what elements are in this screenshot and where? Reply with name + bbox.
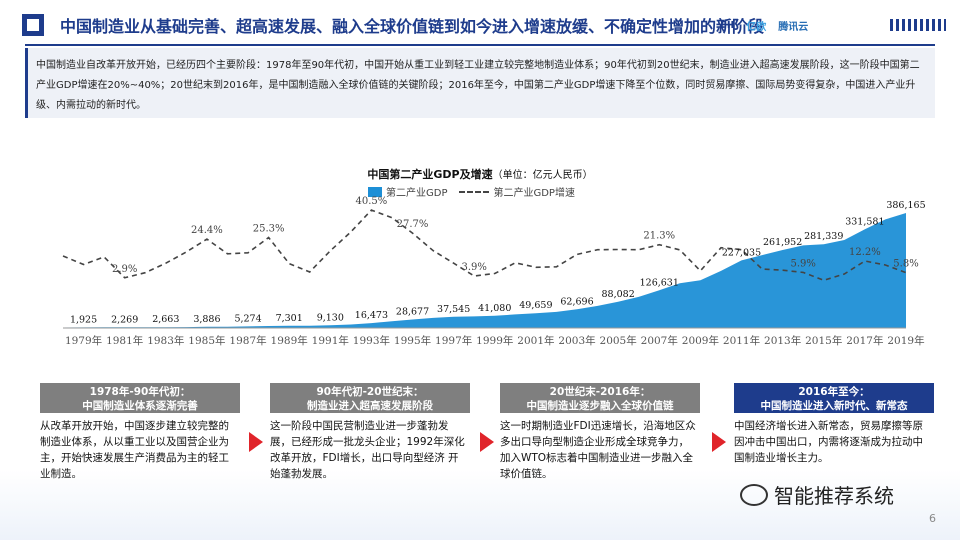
x-tick-label: 2019年 <box>887 334 924 347</box>
stage-2-heading: 90年代初-20世纪末： 制造业进入超高速发展阶段 <box>270 383 470 413</box>
arrow-right-icon <box>480 432 494 452</box>
gdp-data-label: 3,886 <box>193 314 220 325</box>
watermark-text: 智能推荐系统 <box>774 484 894 508</box>
x-tick-label: 1995年 <box>394 334 431 347</box>
stage-4-body: 中国经济增长进入新常态，贸易摩擦等原因冲击中国出口，内需将逐渐成为拉动中国制造业… <box>734 420 923 464</box>
growth-data-label: 25.3% <box>253 223 285 234</box>
yiou-logo: 亿欧 <box>746 22 767 33</box>
growth-data-label: 21.3% <box>643 231 675 242</box>
gdp-data-label: 7,301 <box>276 313 303 324</box>
gdp-data-label: 41,080 <box>478 303 511 314</box>
x-tick-label: 1985年 <box>188 334 225 347</box>
title-divider <box>25 44 935 46</box>
decorative-stripes <box>890 19 946 31</box>
title-square-icon <box>22 14 44 36</box>
gdp-data-label: 386,165 <box>886 200 925 211</box>
x-tick-label: 1989年 <box>271 334 308 347</box>
chart-title-text: 中国第二产业GDP及增速 <box>367 168 493 181</box>
stage-3-heading: 20世纪末-2016年： 中国制造业逐步融入全球价值链 <box>500 383 700 413</box>
legend-growth-label: 第二产业GDP增速 <box>493 188 575 199</box>
gdp-data-label: 5,274 <box>234 313 261 324</box>
growth-data-label: 24.4% <box>191 225 223 236</box>
x-tick-label: 2007年 <box>641 334 678 347</box>
gdp-data-label: 1,925 <box>70 314 97 325</box>
x-tick-label: 2001年 <box>517 334 554 347</box>
gdp-chart: 1979年 1981年 1983年 1985年 1987年 1989年 1991年 1993年… <box>62 196 926 347</box>
gdp-data-label: 331,581 <box>845 216 884 227</box>
stage-2: 90年代初-20世纪末： 制造业进入超高速发展阶段 这一阶段中国民营制造业进一步… <box>270 383 470 482</box>
x-tick-label: 2005年 <box>600 334 637 347</box>
growth-data-label: 5.9% <box>790 258 815 269</box>
growth-data-label: 3.9% <box>462 262 487 273</box>
stage-4-heading: 2016年至今： 中国制造业进入新时代、新常态 <box>734 383 934 413</box>
stage-2-body: 这一阶段中国民营制造业进一步蓬勃发展，已经形成一批龙头企业；1992年深化 改革… <box>270 420 465 480</box>
growth-data-label: 12.2% <box>849 247 881 258</box>
arrow-right-icon <box>249 432 263 452</box>
gdp-data-label: 9,130 <box>317 312 344 323</box>
growth-data-label: 40.5% <box>356 196 388 207</box>
chart-legend: 第二产业GDP 第二产业GDP增速 <box>368 184 575 199</box>
x-tick-label: 2015年 <box>805 334 842 347</box>
growth-line <box>62 209 907 282</box>
x-tick-label: 2003年 <box>558 334 595 347</box>
x-tick-label: 1981年 <box>106 334 143 347</box>
stage-4: 2016年至今： 中国制造业进入新时代、新常态 中国经济增长进入新常态，贸易摩擦… <box>734 383 934 466</box>
x-tick-label: 2013年 <box>764 334 801 347</box>
gdp-data-label: 2,663 <box>152 314 179 325</box>
growth-data-label: 5.8% <box>893 259 918 270</box>
page-title: 中国制造业从基础完善、超高速发展、融入全球价值链到如今进入增速放缓、不确定性增加… <box>60 17 765 36</box>
page-number: 6 <box>929 512 936 525</box>
gdp-data-label: 28,677 <box>396 306 429 317</box>
skyline-background <box>0 470 960 540</box>
arrow-right-icon <box>712 432 726 452</box>
gdp-data-label: 261,952 <box>763 237 802 248</box>
x-tick-label: 2009年 <box>682 334 719 347</box>
watermark: 智能推荐系统 <box>740 480 894 509</box>
x-tick-label: 1999年 <box>476 334 513 347</box>
growth-data-label: 27.7% <box>397 219 429 230</box>
gdp-area <box>63 213 906 328</box>
gdp-data-label: 16,473 <box>355 310 388 321</box>
partner-logos: FII 亿欧 腾讯云 <box>720 18 808 33</box>
x-tick-label: 1979年 <box>65 334 102 347</box>
stage-1-heading: 1978年-90年代初： 中国制造业体系逐渐完善 <box>40 383 240 413</box>
gdp-data-label: 227,035 <box>722 247 761 258</box>
header: 中国制造业从基础完善、超高速发展、融入全球价值链到如今进入增速放缓、不确定性增加… <box>0 0 960 46</box>
legend-gdp: 第二产业GDP <box>368 184 447 199</box>
stage-3: 20世纪末-2016年： 中国制造业逐步融入全球价值链 这一时期制造业FDI迅速… <box>500 383 700 482</box>
gdp-data-label: 37,545 <box>437 304 470 315</box>
legend-area-swatch <box>368 186 382 197</box>
stage-1-body: 从改革开放开始，中国逐步建立较完整的制造业体系，从以重工业以及国营企业为主，开始… <box>40 420 229 480</box>
legend-growth: 第二产业GDP增速 <box>459 184 575 199</box>
x-tick-label: 1997年 <box>435 334 472 347</box>
tencent-cloud-logo: 腾讯云 <box>778 22 809 33</box>
fii-logo: FII <box>720 20 735 31</box>
gdp-data-label: 49,659 <box>519 300 552 311</box>
legend-dash-swatch <box>459 190 490 193</box>
x-tick-label: 1983年 <box>147 334 184 347</box>
wechat-icon <box>740 483 768 506</box>
gdp-data-label: 88,082 <box>602 289 635 300</box>
chart-unit: （单位：亿元人民币） <box>492 170 593 181</box>
summary-box: 中国制造业自改革开放开始，已经历四个主要阶段：1978年至90年代初，中国开始从… <box>25 48 935 118</box>
gdp-data-label: 2,269 <box>111 314 138 325</box>
growth-data-label: 2.9% <box>112 264 137 275</box>
gdp-data-label: 62,696 <box>560 296 593 307</box>
gdp-data-label: 126,631 <box>640 277 679 288</box>
x-tick-label: 2011年 <box>723 334 760 347</box>
gdp-data-label: 281,339 <box>804 231 843 242</box>
legend-gdp-label: 第二产业GDP <box>386 188 448 199</box>
chart-title: 中国第二产业GDP及增速（单位：亿元人民币） <box>0 166 960 182</box>
x-tick-label: 1991年 <box>312 334 349 347</box>
x-tick-label: 1987年 <box>229 334 266 347</box>
x-tick-label: 1993年 <box>353 334 390 347</box>
stage-1: 1978年-90年代初： 中国制造业体系逐渐完善 从改革开放开始，中国逐步建立较… <box>40 383 240 482</box>
x-tick-label: 2017年 <box>846 334 883 347</box>
